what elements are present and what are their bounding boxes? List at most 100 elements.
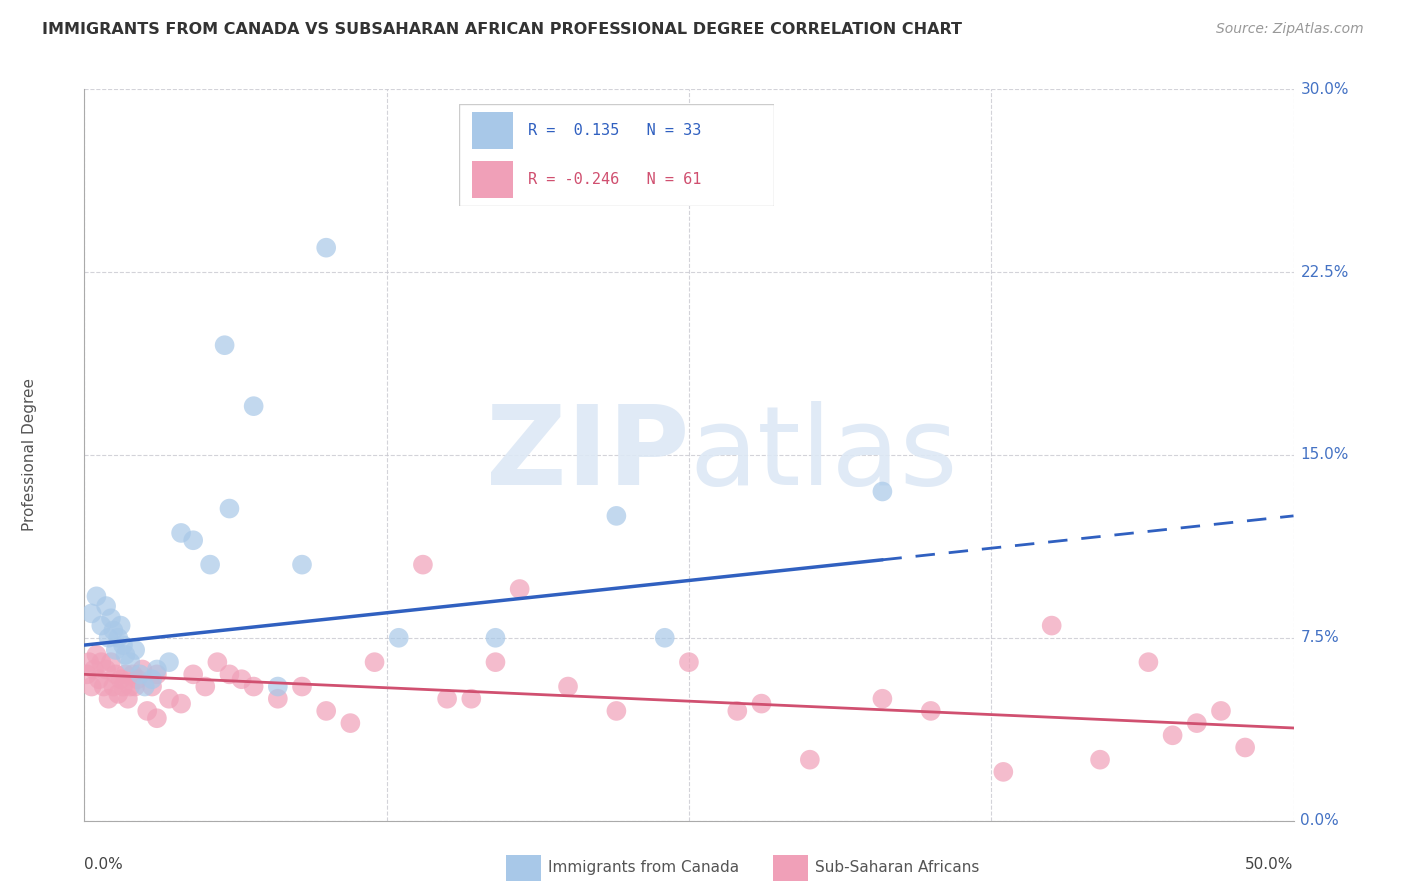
- Point: [141, 680, 163, 694]
- Point: [157, 655, 180, 669]
- Point: [131, 663, 153, 677]
- Text: IMMIGRANTS FROM CANADA VS SUBSAHARAN AFRICAN PROFESSIONAL DEGREE CORRELATION CHA: IMMIGRANTS FROM CANADA VS SUBSAHARAN AFR…: [42, 22, 962, 37]
- Text: R = -0.246   N = 61: R = -0.246 N = 61: [529, 172, 702, 187]
- Text: 0.0%: 0.0%: [1301, 814, 1339, 828]
- Point: [80, 680, 103, 694]
- Point: [114, 667, 136, 681]
- Point: [114, 648, 136, 662]
- Point: [146, 667, 169, 681]
- Point: [484, 631, 506, 645]
- Point: [1234, 740, 1257, 755]
- Point: [97, 691, 120, 706]
- Point: [127, 672, 149, 686]
- Point: [94, 663, 117, 677]
- Point: [725, 704, 748, 718]
- Point: [207, 655, 229, 669]
- Point: [120, 655, 142, 669]
- Point: [1161, 728, 1184, 742]
- Text: 0.0%: 0.0%: [84, 857, 124, 872]
- Point: [363, 655, 385, 669]
- Point: [751, 697, 773, 711]
- Point: [90, 655, 112, 669]
- Point: [1088, 753, 1111, 767]
- Point: [90, 618, 112, 632]
- Point: [605, 508, 627, 523]
- Point: [157, 691, 180, 706]
- Point: [103, 624, 125, 638]
- Point: [267, 691, 290, 706]
- Text: atlas: atlas: [689, 401, 957, 508]
- Point: [146, 663, 169, 677]
- Point: [799, 753, 821, 767]
- Text: 50.0%: 50.0%: [1246, 857, 1294, 872]
- Point: [460, 691, 482, 706]
- Point: [93, 680, 115, 694]
- Point: [146, 711, 169, 725]
- Point: [134, 680, 156, 694]
- Text: Sub-Saharan Africans: Sub-Saharan Africans: [815, 861, 980, 875]
- Point: [872, 691, 894, 706]
- Point: [104, 643, 127, 657]
- Point: [110, 618, 132, 632]
- Text: R =  0.135   N = 33: R = 0.135 N = 33: [529, 123, 702, 138]
- Point: [484, 655, 506, 669]
- Bar: [472, 161, 513, 198]
- Point: [87, 672, 110, 686]
- Point: [218, 501, 240, 516]
- Text: Source: ZipAtlas.com: Source: ZipAtlas.com: [1216, 22, 1364, 37]
- Point: [104, 667, 127, 681]
- Point: [181, 667, 204, 681]
- Point: [412, 558, 434, 572]
- Point: [170, 697, 193, 711]
- Text: 22.5%: 22.5%: [1301, 265, 1348, 279]
- Point: [267, 680, 290, 694]
- Point: [1137, 655, 1160, 669]
- Point: [136, 704, 159, 718]
- Point: [170, 525, 193, 540]
- Point: [181, 533, 204, 548]
- Point: [117, 691, 139, 706]
- Point: [83, 663, 105, 677]
- Point: [100, 611, 122, 625]
- Point: [605, 704, 627, 718]
- Point: [141, 672, 163, 686]
- Point: [557, 680, 579, 694]
- Point: [124, 643, 146, 657]
- Point: [242, 680, 264, 694]
- Text: Professional Degree: Professional Degree: [22, 378, 38, 532]
- Point: [194, 680, 217, 694]
- Point: [103, 680, 125, 694]
- Point: [124, 680, 146, 694]
- Point: [1209, 704, 1232, 718]
- Point: [436, 691, 458, 706]
- Point: [231, 672, 253, 686]
- Point: [97, 631, 120, 645]
- Point: [129, 667, 152, 681]
- Point: [1185, 716, 1208, 731]
- Point: [86, 648, 108, 662]
- Point: [242, 399, 264, 413]
- Text: 30.0%: 30.0%: [1301, 82, 1348, 96]
- Point: [218, 667, 240, 681]
- Point: [107, 631, 129, 645]
- Point: [993, 764, 1015, 779]
- Point: [291, 680, 314, 694]
- Point: [77, 655, 100, 669]
- Point: [86, 590, 108, 604]
- Point: [291, 558, 314, 572]
- Point: [920, 704, 942, 718]
- Point: [76, 667, 98, 681]
- Point: [110, 672, 132, 686]
- Point: [1040, 618, 1063, 632]
- Point: [80, 607, 103, 621]
- Point: [509, 582, 531, 596]
- Point: [315, 704, 337, 718]
- Point: [872, 484, 894, 499]
- Point: [315, 241, 337, 255]
- Point: [94, 599, 117, 613]
- Text: ZIP: ZIP: [485, 401, 689, 508]
- Point: [112, 680, 135, 694]
- Point: [388, 631, 411, 645]
- Point: [214, 338, 236, 352]
- Point: [198, 558, 221, 572]
